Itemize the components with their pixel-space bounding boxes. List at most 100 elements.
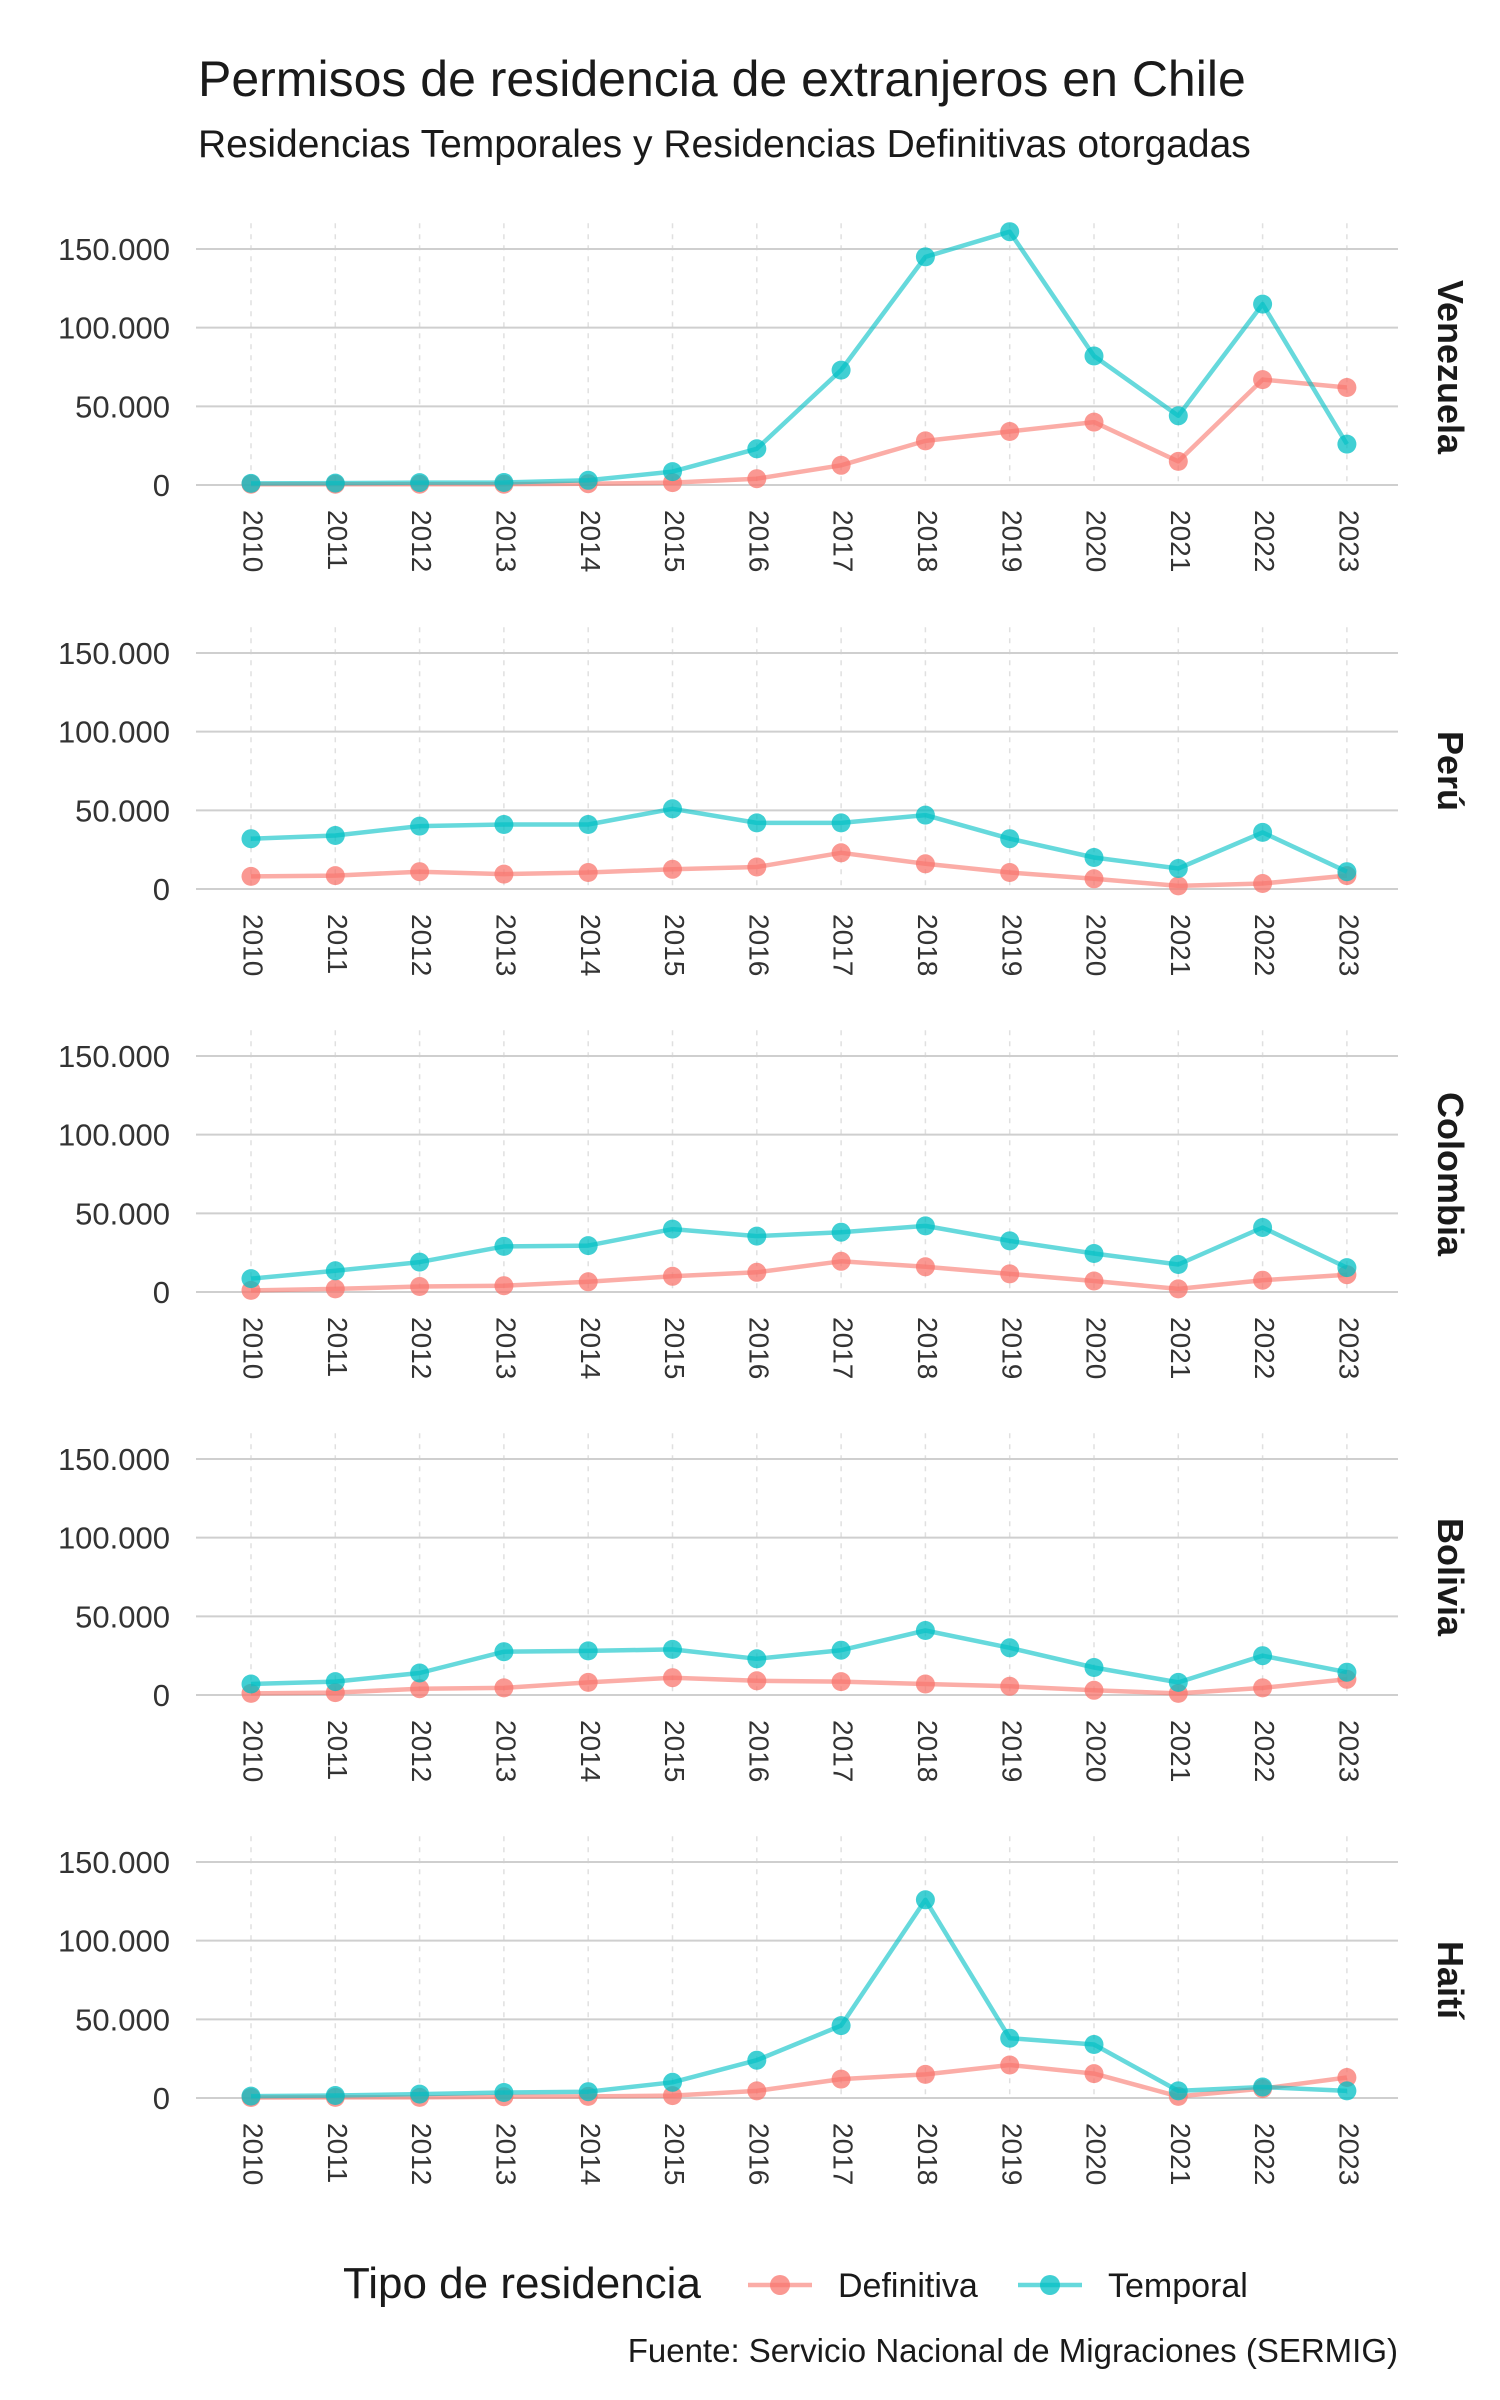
- data-point-temporal: [831, 360, 851, 380]
- data-point-temporal: [663, 462, 682, 482]
- facet-panel: 0 50.000 100.000 150.000 2010 2011 2012 2013 201…: [58, 222, 1471, 572]
- data-point-definitiva: [747, 469, 767, 489]
- data-point-temporal: [747, 439, 767, 459]
- x-tick-label: 2010: [238, 1720, 269, 1782]
- data-point-definitiva: [578, 863, 598, 882]
- x-tick-label: 2015: [659, 2123, 690, 2185]
- data-point-temporal: [663, 2072, 682, 2092]
- series-line-temporal: [250, 1628, 1348, 1687]
- data-point-definitiva: [325, 1279, 345, 1299]
- facet-strip-label: Venezuela: [1430, 280, 1471, 455]
- data-point-temporal: [747, 1649, 767, 1669]
- data-point-definitiva: [578, 1672, 598, 1692]
- data-point-temporal: [1168, 2081, 1188, 2101]
- x-tick-label: 2014: [575, 1720, 606, 1782]
- data-point-temporal: [241, 1674, 261, 1694]
- x-tick-label: 2012: [406, 2123, 437, 2185]
- data-point-temporal: [1337, 1258, 1357, 1278]
- x-tick-label: 2016: [743, 914, 774, 976]
- data-point-temporal: [1000, 1638, 1020, 1658]
- x-tick-label: 2015: [659, 1317, 690, 1379]
- legend-key-point: [1040, 2275, 1060, 2295]
- x-tick-label: 2012: [406, 914, 437, 976]
- series-line-definitiva: [250, 1259, 1348, 1293]
- x-tick-label: 2011: [322, 2123, 353, 2183]
- series-line-temporal: [250, 1897, 1348, 2099]
- data-point-temporal: [1000, 2028, 1020, 2048]
- x-tick-label: 2022: [1249, 914, 1280, 976]
- data-point-definitiva: [1084, 2064, 1104, 2084]
- chart-subtitle: Residencias Temporales y Residencias Def…: [198, 123, 1251, 166]
- data-point-temporal: [831, 1640, 851, 1660]
- data-point-definitiva: [915, 1257, 935, 1277]
- x-tick-label: 2015: [659, 914, 690, 976]
- x-tick-label: 2022: [1249, 1317, 1280, 1379]
- y-tick-label: 100.000: [58, 1521, 170, 1556]
- legend-entries: Definitiva Temporal: [748, 2267, 1248, 2305]
- x-tick-label: 2023: [1334, 2123, 1365, 2185]
- x-tick-label: 2021: [1165, 2123, 1196, 2185]
- data-point-temporal: [915, 805, 935, 825]
- data-point-temporal: [241, 473, 261, 493]
- y-tick-label: 150.000: [58, 1039, 170, 1074]
- data-point-definitiva: [663, 2086, 682, 2106]
- facet-strip-label: Perú: [1430, 731, 1471, 811]
- y-tick-label: 0: [153, 1275, 170, 1310]
- data-point-definitiva: [1000, 2055, 1020, 2075]
- x-tick-label: 2013: [491, 914, 522, 976]
- y-tick-label: 50.000: [75, 2002, 170, 2037]
- x-tick-label: 2010: [238, 1317, 269, 1379]
- data-point-definitiva: [747, 2081, 767, 2101]
- data-point-temporal: [1084, 1244, 1104, 1263]
- data-point-temporal: [1084, 1658, 1104, 1677]
- x-tick-label: 2020: [1081, 914, 1112, 976]
- x-tick-label: 2011: [322, 1720, 353, 1780]
- facet-strip-label: Bolivia: [1430, 1518, 1471, 1637]
- x-tick-label: 2019: [996, 2123, 1027, 2185]
- x-tick-label: 2023: [1334, 914, 1365, 976]
- data-point-temporal: [1253, 294, 1273, 314]
- x-tick-label: 2015: [659, 1720, 690, 1782]
- facet-strip-label: Haití: [1430, 1941, 1471, 2020]
- data-point-definitiva: [663, 1668, 682, 1688]
- data-point-temporal: [325, 1261, 345, 1281]
- x-tick-label: 2023: [1334, 1317, 1365, 1379]
- data-point-temporal: [325, 826, 345, 845]
- x-tick-label: 2013: [491, 2123, 522, 2185]
- series-line-definitiva: [250, 1675, 1348, 1696]
- facet-panel: 0 50.000 100.000 150.000 2010 2011 2012 2013 201…: [58, 627, 1471, 976]
- data-point-temporal: [915, 247, 935, 267]
- x-tick-label: 2011: [322, 914, 353, 974]
- y-tick-label: 150.000: [58, 1845, 170, 1880]
- data-point-temporal: [410, 1663, 430, 1683]
- data-point-definitiva: [494, 1678, 514, 1698]
- data-point-definitiva: [241, 866, 261, 886]
- data-point-definitiva: [831, 1672, 851, 1692]
- x-tick-label: 2013: [491, 1720, 522, 1782]
- x-tick-label: 2015: [659, 510, 690, 572]
- data-point-temporal: [494, 1642, 514, 1662]
- data-point-definitiva: [410, 1679, 430, 1699]
- y-tick-label: 50.000: [75, 793, 170, 828]
- x-tick-label: 2014: [575, 510, 606, 572]
- data-point-definitiva: [915, 854, 935, 874]
- x-tick-label: 2021: [1165, 510, 1196, 572]
- x-tick-label: 2012: [406, 1317, 437, 1379]
- data-point-definitiva: [747, 1262, 767, 1282]
- series-line-definitiva: [250, 2062, 1348, 2100]
- x-tick-label: 2021: [1165, 1317, 1196, 1379]
- facet-panel: 0 50.000 100.000 150.000 2010 2011 2012 2013 201…: [58, 1433, 1471, 1782]
- x-tick-label: 2018: [912, 510, 943, 572]
- data-point-definitiva: [410, 862, 430, 882]
- data-point-definitiva: [578, 1272, 598, 1292]
- legend: Tipo de residencia Definitiva Temporal: [343, 2259, 1248, 2308]
- x-tick-label: 2020: [1081, 2123, 1112, 2185]
- data-point-temporal: [1000, 222, 1020, 242]
- data-point-definitiva: [1337, 378, 1357, 397]
- data-point-temporal: [325, 473, 345, 493]
- data-point-definitiva: [1253, 1678, 1273, 1698]
- data-point-temporal: [494, 2083, 514, 2102]
- x-tick-label: 2014: [575, 1317, 606, 1379]
- x-tick-label: 2016: [743, 510, 774, 572]
- data-point-temporal: [494, 1236, 514, 1256]
